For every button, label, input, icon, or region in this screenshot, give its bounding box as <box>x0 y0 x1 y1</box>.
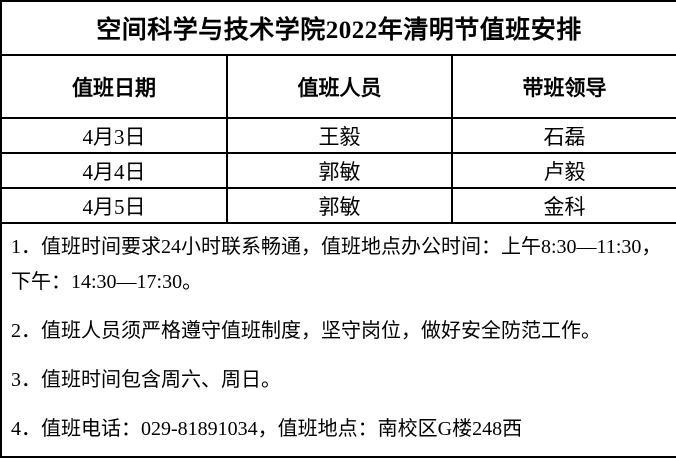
notes-row: 1．值班时间要求24小时联系畅通，值班地点办公时间：上午8:30—11:30， … <box>0 222 676 458</box>
duty-date-cell: 4月5日 <box>0 187 228 224</box>
duty-leader-cell: 卢毅 <box>450 152 676 189</box>
note-1-line-2: 下午：14:30—17:30。 <box>11 271 203 293</box>
note-1-line-1: 1．值班时间要求24小时联系畅通，值班地点办公时间：上午8:30—11:30， <box>11 236 662 258</box>
table-header-row: 值班日期 值班人员 带班领导 <box>0 54 676 119</box>
table-row: 4月5日 郭敏 金科 <box>0 187 676 224</box>
notes-section: 1．值班时间要求24小时联系畅通，值班地点办公时间：上午8:30—11:30， … <box>0 222 676 458</box>
duty-person-cell: 郭敏 <box>226 187 453 224</box>
note-4: 4．值班电话：029-81891034，值班地点：南校区G楼248西 <box>11 418 523 440</box>
table-row: 4月3日 王毅 石磊 <box>0 117 676 154</box>
duty-date-cell: 4月4日 <box>0 152 228 189</box>
column-header-duty-person: 值班人员 <box>226 54 453 119</box>
note-3: 3．值班时间包含周六、周日。 <box>11 369 281 391</box>
duty-date-cell: 4月3日 <box>0 117 228 154</box>
duty-leader-cell: 金科 <box>450 187 676 224</box>
duty-person-cell: 王毅 <box>226 117 453 154</box>
note-2: 2．值班人员须严格遵守值班制度，坚守岗位，做好安全防范工作。 <box>11 320 601 342</box>
title-row: 空间科学与技术学院2022年清明节值班安排 <box>0 0 676 56</box>
column-header-duty-leader: 带班领导 <box>450 54 676 119</box>
page-title: 空间科学与技术学院2022年清明节值班安排 <box>0 0 676 56</box>
duty-leader-cell: 石磊 <box>450 117 676 154</box>
table-row: 4月4日 郭敏 卢毅 <box>0 152 676 189</box>
column-header-duty-date: 值班日期 <box>0 54 228 119</box>
duty-person-cell: 郭敏 <box>226 152 453 189</box>
